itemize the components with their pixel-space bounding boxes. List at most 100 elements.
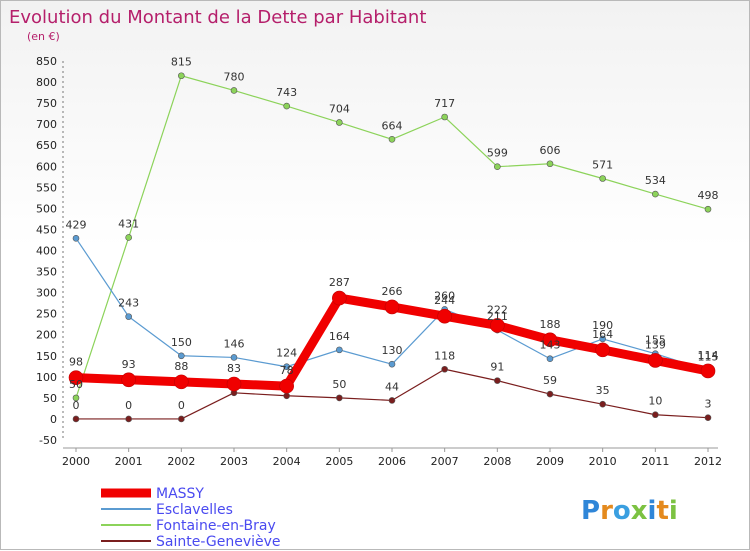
- data-label: 244: [434, 294, 455, 307]
- data-label: 0: [178, 399, 185, 412]
- legend-label: Esclavelles: [156, 502, 233, 518]
- data-point: [72, 415, 80, 423]
- series-sainte-genevi-ve: [72, 365, 712, 423]
- data-label: 44: [385, 380, 399, 393]
- data-label: 599: [487, 147, 508, 160]
- data-label: 115: [698, 351, 719, 364]
- x-tick-label: 2006: [378, 455, 406, 468]
- data-label: 664: [382, 119, 403, 132]
- chart-subtitle: (en €): [27, 30, 60, 43]
- data-label: 118: [434, 349, 455, 362]
- data-label: 211: [487, 310, 508, 323]
- data-point: [174, 374, 189, 390]
- x-tick-label: 2002: [167, 455, 195, 468]
- data-point: [388, 397, 396, 404]
- data-point: [599, 400, 606, 408]
- y-tick-label: 250: [36, 308, 57, 321]
- logo-letter: o: [613, 496, 631, 526]
- x-tick-label: 2000: [62, 455, 90, 468]
- data-point: [652, 411, 659, 419]
- logo-letter: P: [581, 496, 600, 526]
- data-label: 124: [276, 347, 297, 360]
- data-label: 114: [698, 349, 719, 362]
- data-label: 93: [122, 358, 136, 371]
- y-tick-label: 500: [36, 202, 57, 215]
- data-point: [125, 415, 132, 423]
- y-tick-label: 400: [36, 245, 57, 258]
- data-point: [441, 113, 448, 121]
- data-label: 260: [434, 289, 455, 302]
- logo-letter: i: [648, 496, 657, 526]
- x-tick-label: 2010: [589, 455, 617, 468]
- data-label: 743: [276, 86, 297, 99]
- x-tick-label: 2003: [220, 455, 248, 468]
- y-tick-label: 200: [36, 329, 57, 342]
- data-point: [332, 290, 347, 306]
- data-label: 704: [329, 102, 350, 115]
- data-label: 243: [118, 297, 139, 310]
- logo-letter: i: [669, 496, 678, 526]
- y-tick-label: 650: [36, 139, 57, 152]
- x-tick-label: 2007: [431, 455, 459, 468]
- data-label: 431: [118, 217, 139, 230]
- data-point: [700, 363, 716, 379]
- y-tick-label: 450: [36, 223, 57, 236]
- data-label: 287: [329, 276, 350, 289]
- data-point: [546, 355, 554, 363]
- y-tick-label: 100: [36, 371, 57, 384]
- data-point: [125, 313, 132, 320]
- data-label: 571: [592, 158, 613, 171]
- data-label: 3: [705, 398, 712, 411]
- data-point: [441, 365, 448, 373]
- data-label: 50: [332, 378, 346, 391]
- legend: MASSYEsclavellesFontaine-en-BraySainte-G…: [101, 486, 281, 550]
- legend-label: Sainte-Geneviève: [156, 534, 281, 550]
- data-label: 0: [125, 399, 132, 412]
- data-point: [704, 205, 712, 213]
- data-label: 606: [540, 144, 561, 157]
- data-point: [230, 87, 238, 94]
- data-point: [490, 318, 505, 333]
- y-tick-label: 50: [43, 392, 57, 405]
- data-label: 164: [329, 330, 350, 343]
- data-label: 266: [382, 285, 403, 298]
- data-point: [336, 394, 343, 402]
- axes: -500501001502002503003504004505005506006…: [36, 55, 722, 468]
- data-point: [226, 376, 242, 392]
- y-tick-label: 800: [36, 76, 57, 89]
- data-point: [388, 360, 396, 368]
- x-tick-label: 2011: [641, 455, 669, 468]
- series-fontaine-en-bray: [72, 72, 712, 402]
- series-line: [76, 368, 709, 420]
- data-label: 150: [171, 336, 192, 349]
- proxiti-logo: Proxiti: [581, 496, 678, 526]
- data-label: 717: [434, 97, 455, 110]
- data-label: 146: [224, 337, 245, 350]
- y-tick-label: 0: [50, 413, 57, 426]
- data-label: 429: [66, 218, 87, 231]
- data-point: [494, 377, 501, 384]
- data-point: [230, 354, 238, 361]
- data-point: [437, 308, 452, 324]
- logo-letter: t: [656, 496, 668, 526]
- data-point: [652, 190, 659, 198]
- data-point: [336, 119, 343, 126]
- legend-label: MASSY: [156, 486, 204, 502]
- data-point: [336, 346, 343, 354]
- data-point: [178, 352, 185, 360]
- x-tick-label: 2004: [273, 455, 301, 468]
- data-point: [125, 234, 132, 241]
- data-label: 188: [540, 318, 561, 331]
- y-tick-label: -50: [39, 434, 57, 447]
- y-tick-label: 750: [36, 97, 57, 110]
- series-massy: [68, 290, 716, 394]
- data-point: [388, 136, 396, 143]
- data-point: [384, 299, 400, 315]
- chart-title: Evolution du Montant de la Dette par Hab…: [9, 7, 426, 28]
- data-point: [72, 234, 80, 242]
- data-label: 155: [645, 334, 666, 347]
- data-point: [283, 392, 290, 400]
- x-tick-label: 2008: [483, 455, 511, 468]
